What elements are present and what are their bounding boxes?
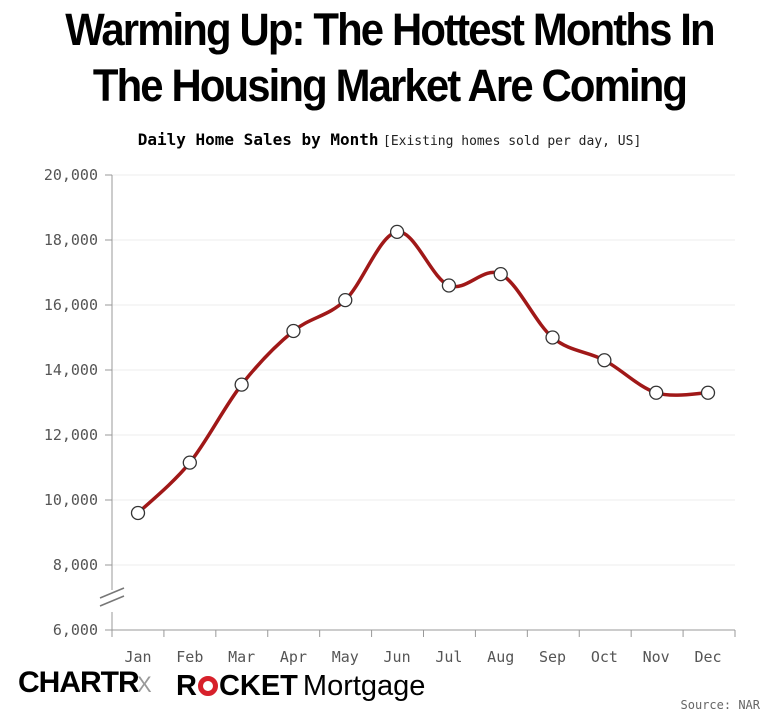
data-point-jun [389,224,405,240]
x-tick-label: Feb [176,648,203,666]
rocket-logo-text-r: R [176,670,197,702]
x-tick-label: Sep [539,648,566,666]
data-point-aug [493,266,508,282]
data-point-dec [700,385,716,400]
data-point-feb [182,455,197,470]
y-tick-label: 8,000 [53,556,98,574]
series-daily-home-sales [130,224,716,521]
axis-break-mark [99,595,125,607]
x-tick-label: Jun [384,648,411,666]
source-note: Source: NAR [680,698,760,712]
data-point-may [338,292,353,308]
data-point-sep [545,330,560,345]
data-point-apr [286,323,301,339]
rocket-mortgage-logo: R CKET Mortgage [176,670,425,703]
subtitle-main: Daily Home Sales by Month [137,130,379,149]
x-tick-label: Aug [487,648,514,666]
title-line-2: The Housing Market Are Coming [92,60,688,111]
gridlines [112,174,735,566]
y-axis: 6,000 8,000 10,000 12,000 14,000 16,000 18,000… [44,166,125,639]
y-tick-label: 12,000 [44,426,98,444]
subtitle-note: [Existing homes sold per day, US] [383,134,642,149]
y-tick-label: 16,000 [44,296,98,314]
x-tick-label: Mar [228,648,255,666]
title-line-1: Warming Up: The Hottest Months In [65,4,715,55]
chartr-logo: CHARTR [18,666,140,699]
x-tick-label: Dec [694,648,721,666]
x-tick-label: Jan [124,648,151,666]
y-tick-label: 10,000 [44,491,98,509]
axis-break-mark [99,587,125,599]
x-tick-label: Apr [280,648,307,666]
y-tick-label: 20,000 [44,166,98,184]
x-axis: Jan Feb Mar Apr May Jun Jul Aug Sep Oct Nov Dec [111,629,736,666]
y-tick-label: 6,000 [53,621,98,639]
y-tick-label: 14,000 [44,361,98,379]
chart-title: Warming Up: The Hottest Months In The Ho… [27,2,751,114]
data-point-nov [649,385,664,400]
data-point-mar [234,377,249,392]
data-point-oct [597,353,612,368]
data-point-jan [130,505,146,521]
x-tick-label: Nov [643,648,670,666]
chart-subtitle: Daily Home Sales by Month [Existing home… [0,130,779,150]
mortgage-logo-text: Mortgage [302,670,426,702]
x-tick-label: May [332,648,359,666]
x-tick-label: Oct [591,648,618,666]
footer: CHARTR X R CKET Mortgage Source: NAR [0,662,779,712]
series-line [136,230,709,515]
rocket-logo-text-cket: CKET [218,670,298,702]
data-point-jul [441,278,457,293]
logo-separator: X [137,672,152,697]
x-tick-label: Jul [435,648,462,666]
y-tick-label: 18,000 [44,231,98,249]
rocket-ring-icon [197,676,218,696]
